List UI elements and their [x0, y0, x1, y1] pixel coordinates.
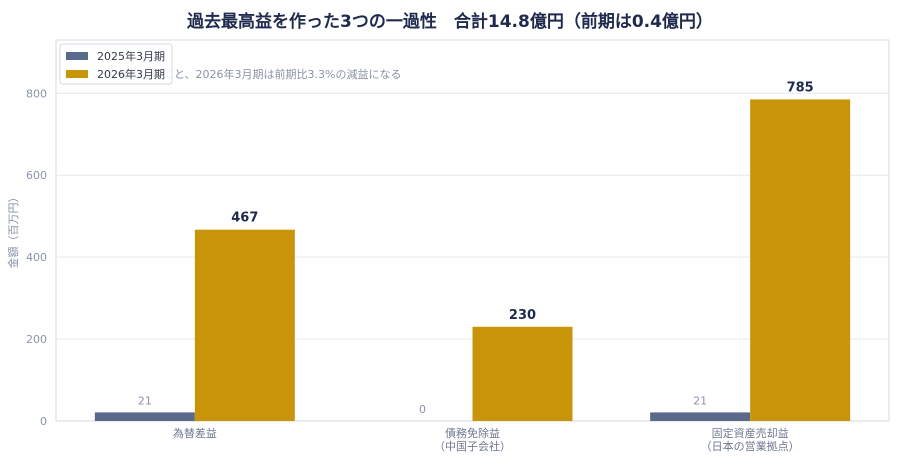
- x-tick-label: （中国子会社）: [434, 439, 511, 453]
- x-axis: 為替差益 債務免除益（中国子会社） 固定資産売却益（日本の営業拠点）: [173, 426, 800, 453]
- x-tick-label: 債務免除益: [445, 426, 500, 440]
- bar-value-label: 21: [138, 394, 152, 407]
- bar-value-label: 0: [419, 403, 426, 416]
- bar: [94, 412, 195, 421]
- chart-subtitle: 3つを引っ抜くと、2026年3月期は前期比3.3%の減益になる: [101, 67, 402, 81]
- bar-value-label: 21: [693, 394, 707, 407]
- y-tick-label: 800: [26, 87, 47, 100]
- y-tick-label: 0: [40, 415, 47, 428]
- x-tick-label: 為替差益: [173, 426, 217, 440]
- y-tick-label: 400: [26, 251, 47, 264]
- legend-label: 2025年3月期: [97, 49, 165, 63]
- legend-swatch: [66, 70, 88, 78]
- bar-value-label: 785: [787, 80, 814, 95]
- bars: 21 467 0 230 21 785: [94, 80, 851, 421]
- bar: [194, 229, 295, 421]
- x-tick-label: （日本の営業拠点）: [701, 439, 800, 453]
- bar-value-label: 230: [509, 308, 536, 323]
- legend-label: 2026年3月期: [97, 67, 165, 81]
- legend-swatch: [66, 52, 88, 60]
- legend: 2025年3月期 2026年3月期: [59, 43, 173, 85]
- y-axis: 0 200 400 600 800: [26, 87, 47, 428]
- bar: [750, 99, 851, 421]
- y-axis-label: 金額（百万円）: [6, 192, 20, 269]
- bar: [650, 412, 751, 421]
- bar-value-label: 467: [231, 211, 258, 226]
- x-tick-label: 固定資産売却益: [712, 426, 789, 440]
- y-tick-label: 200: [26, 333, 47, 346]
- chart-title: 過去最高益を作った3つの一過性 合計14.8億円（前期は0.4億円）: [187, 11, 713, 32]
- y-tick-label: 600: [26, 169, 47, 182]
- bar: [472, 326, 573, 421]
